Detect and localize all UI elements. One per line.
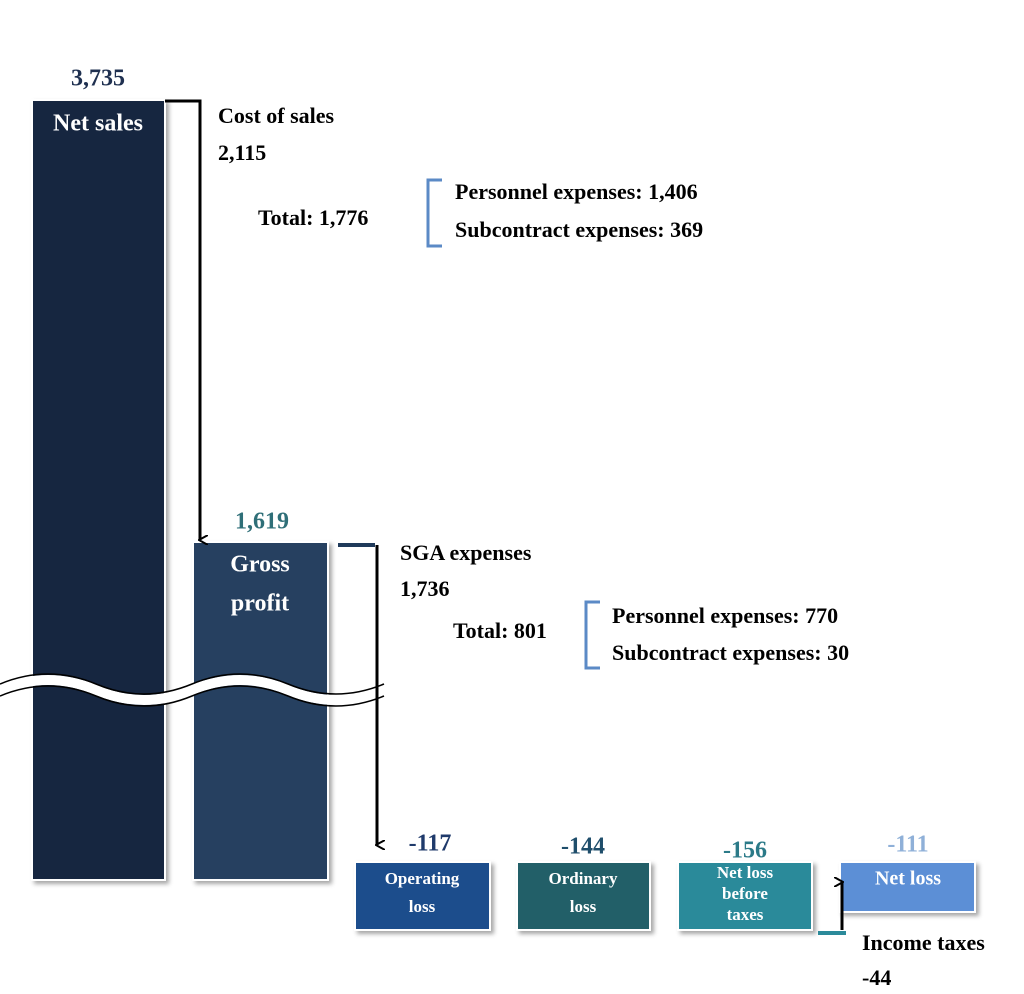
bar-label: Net loss xyxy=(875,868,941,890)
bar-label: before xyxy=(722,884,768,903)
bar-value: -111 xyxy=(887,832,928,858)
step-detail: Personnel expenses: 770 xyxy=(612,603,838,628)
bar-label: profit xyxy=(231,591,289,617)
bar xyxy=(354,861,491,931)
bracket xyxy=(426,178,442,248)
step-detail: Subcontract expenses: 369 xyxy=(455,217,703,242)
step-total: Total: 801 xyxy=(453,618,547,643)
bar-label: Net loss xyxy=(717,863,774,882)
bar-value: -117 xyxy=(409,831,452,857)
bar-value: 3,735 xyxy=(71,66,125,92)
step-total: Total: 1,776 xyxy=(258,205,368,230)
step-value: 1,736 xyxy=(400,576,450,601)
bar-label: loss xyxy=(409,897,436,916)
bracket xyxy=(584,600,600,670)
bar-label: Net sales xyxy=(53,111,143,137)
bar xyxy=(516,861,651,931)
step-label: Income taxes xyxy=(862,930,985,955)
bar-value: 1,619 xyxy=(235,509,289,535)
axis-break xyxy=(0,675,386,705)
bar xyxy=(677,861,813,931)
bar-label: Ordinary xyxy=(549,869,618,888)
bar xyxy=(192,541,329,881)
bar-label: taxes xyxy=(727,905,764,924)
arrow xyxy=(165,99,200,540)
step-detail: Personnel expenses: 1,406 xyxy=(455,179,698,204)
step-value: 2,115 xyxy=(218,140,266,165)
bar-label: loss xyxy=(570,897,597,916)
bar xyxy=(31,99,166,881)
bar xyxy=(839,861,976,913)
bar-label: Operating xyxy=(385,869,460,888)
step-value: -44 xyxy=(862,965,891,990)
step-detail: Subcontract expenses: 30 xyxy=(612,640,849,665)
bar-label: Gross xyxy=(230,552,290,578)
axis-break xyxy=(0,673,385,707)
bar-value: -156 xyxy=(723,838,767,864)
step-label: SGA expenses xyxy=(400,540,532,565)
bar-value: -144 xyxy=(561,834,605,860)
step-label: Cost of sales xyxy=(218,103,335,128)
